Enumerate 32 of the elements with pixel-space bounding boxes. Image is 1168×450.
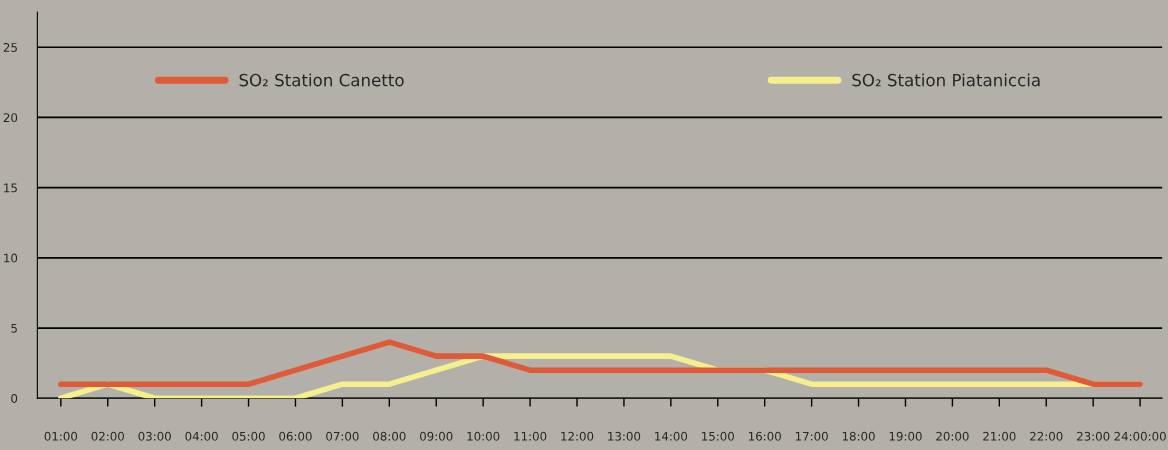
- y-tick-label: 20: [3, 113, 18, 123]
- x-tick-label: 10:00: [467, 431, 500, 441]
- y-tick-label: 25: [3, 42, 17, 52]
- legend-label: SO₂ Station Canetto: [239, 73, 404, 87]
- x-tick-label: 09:00: [420, 431, 453, 441]
- x-tick-label: 11:00: [514, 431, 547, 441]
- x-tick-label: 04:00: [185, 431, 218, 441]
- x-tick-label: 20:00: [936, 431, 969, 441]
- x-tick-label: 05:00: [232, 431, 265, 441]
- x-tick-label: 08:00: [373, 431, 406, 441]
- x-tick-label: 07:00: [326, 431, 359, 441]
- x-tick-label: 13:00: [608, 431, 641, 441]
- x-tick-label: 03:00: [138, 431, 171, 441]
- x-tick-label: 16:00: [748, 431, 781, 441]
- y-tick-label: 5: [11, 323, 17, 333]
- x-tick-label: 23:00: [1077, 431, 1110, 441]
- y-tick-label: 0: [11, 393, 18, 403]
- x-tick-label: 21:00: [983, 431, 1016, 441]
- x-tick-label: 22:00: [1030, 431, 1063, 441]
- x-tick-label: 24:00:00: [1114, 431, 1166, 441]
- x-tick-label: 12:00: [561, 431, 594, 441]
- x-tick-label: 15:00: [702, 431, 735, 441]
- legend-label: SO₂ Station Piataniccia: [852, 73, 1040, 87]
- x-tick-label: 18:00: [842, 431, 875, 441]
- y-tick-label: 10: [4, 253, 18, 263]
- x-tick-label: 14:00: [655, 431, 688, 441]
- x-tick-label: 02:00: [91, 431, 124, 441]
- y-tick-label: 15: [4, 183, 17, 193]
- x-tick-label: 19:00: [889, 431, 922, 441]
- x-tick-label: 06:00: [279, 431, 312, 441]
- x-tick-label: 01:00: [44, 431, 78, 441]
- x-tick-label: 17:00: [795, 431, 828, 441]
